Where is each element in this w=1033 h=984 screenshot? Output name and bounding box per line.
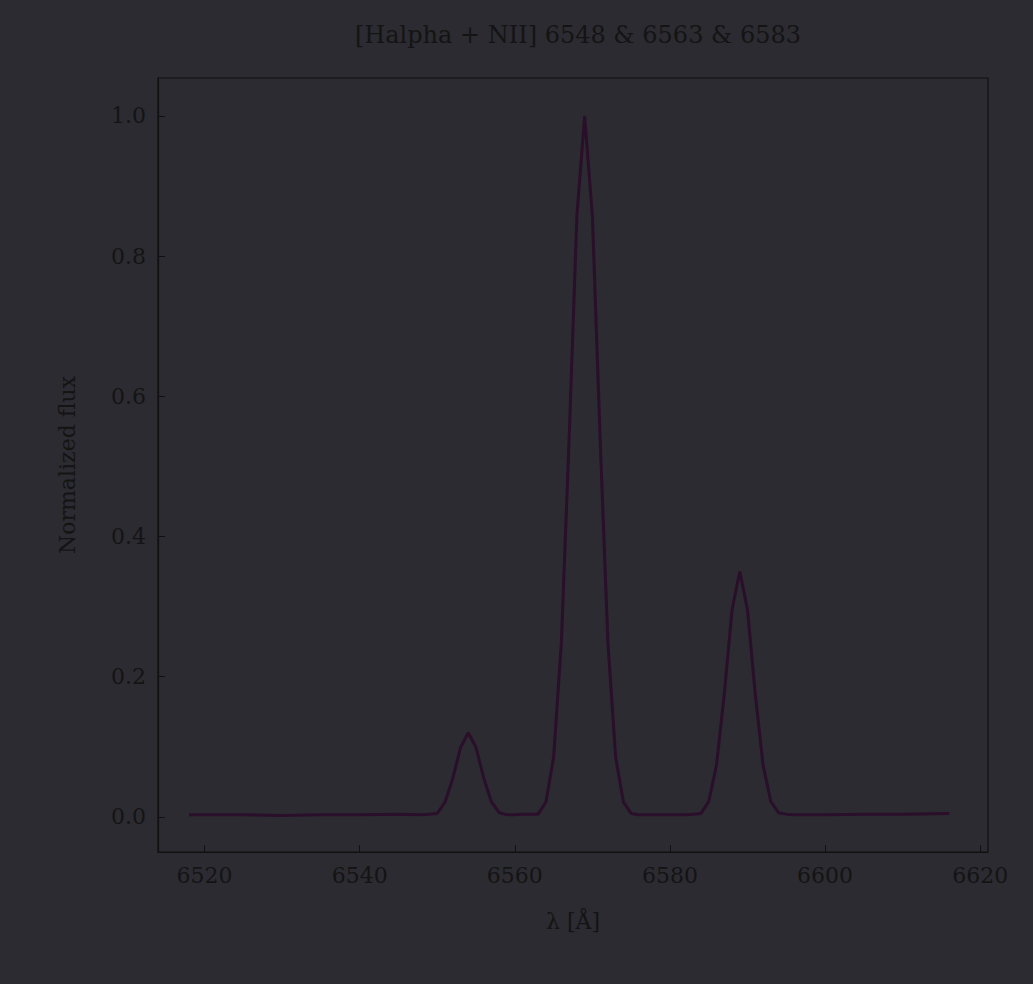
svg-text:Normalized flux: Normalized flux [55,375,80,554]
svg-text:6580: 6580 [642,863,698,888]
svg-text:6520: 6520 [177,863,233,888]
svg-text:[Halpha + NII] 6548 & 6563 & 6: [Halpha + NII] 6548 & 6563 & 6583 [355,21,801,49]
svg-text:6600: 6600 [797,863,853,888]
svg-text:0.0: 0.0 [111,804,146,829]
svg-text:6560: 6560 [487,863,543,888]
svg-text:0.2: 0.2 [111,664,146,689]
svg-text:6620: 6620 [952,863,1008,888]
svg-text:λ [Å]: λ [Å] [546,907,600,934]
svg-text:0.8: 0.8 [111,244,146,269]
svg-text:1.0: 1.0 [111,103,146,128]
svg-text:0.6: 0.6 [111,384,146,409]
svg-text:0.4: 0.4 [111,524,146,549]
svg-text:6540: 6540 [332,863,388,888]
